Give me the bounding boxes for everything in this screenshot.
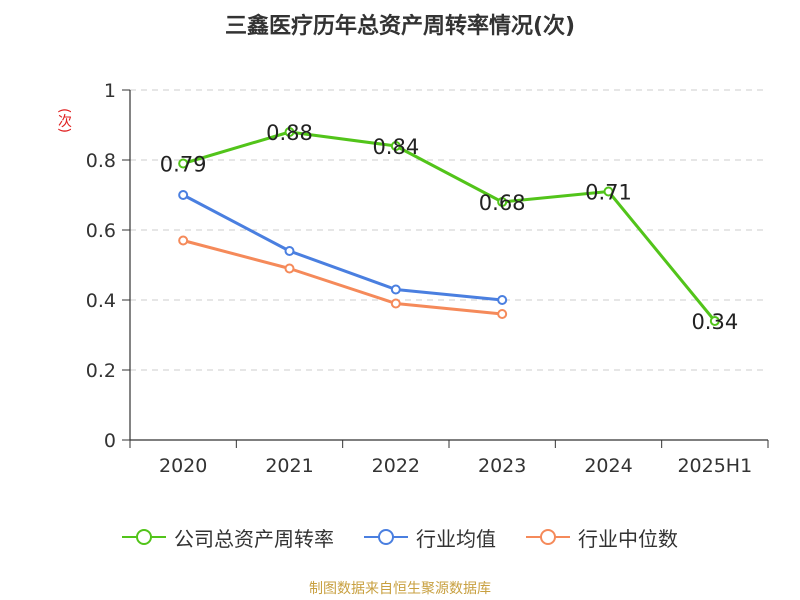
legend-marker-industry-mean-icon [364,529,408,545]
data-point-series-2 [284,263,295,274]
x-tick-label: 2021 [265,455,313,477]
data-label: 0.71 [585,181,632,205]
data-label: 0.84 [372,135,419,159]
data-label: 0.68 [479,191,526,215]
x-tick-label: 2020 [159,455,207,477]
legend-item-industry-median[interactable]: 行业中位数 [526,523,678,552]
x-tick-label: 2022 [372,455,420,477]
data-label: 0.79 [160,153,207,177]
series-line-2 [182,239,503,316]
x-tick-label: 2024 [584,455,632,477]
data-point-series-0 [178,158,189,169]
chart-title: 三鑫医疗历年总资产周转率情况(次) [224,14,576,39]
legend-marker-industry-median-icon [526,529,570,545]
y-tick-label: 1 [104,80,116,102]
series-line-0 [182,130,716,322]
data-point-series-2 [497,309,508,319]
x-tick-label: 2025H1 [677,455,752,477]
legend-item-company[interactable]: 公司总资产周转率 [122,523,334,552]
data-point-series-1 [497,295,508,305]
y-axis-unit-label: (次) [56,108,72,133]
data-source-note: 制图数据来自恒生聚源数据库 [309,581,491,597]
x-tick-label: 2023 [478,455,526,477]
y-tick-label: 0.4 [86,290,116,312]
data-point-series-0 [603,186,614,197]
y-tick-label: 0 [104,430,116,452]
series-line-1 [182,193,503,302]
legend-label-industry-mean: 行业均值 [416,526,496,551]
data-label: 0.34 [691,310,738,334]
data-point-series-1 [284,246,295,256]
y-tick-label: 0.2 [86,360,116,382]
data-label: 0.88 [266,121,313,145]
legend-label-industry-median: 行业中位数 [578,526,678,551]
y-tick-label: 0.8 [86,150,116,172]
legend-label-company: 公司总资产周转率 [174,526,334,551]
data-point-series-2 [178,235,189,246]
data-point-series-1 [390,284,401,295]
data-point-series-0 [390,141,401,151]
data-point-series-1 [178,190,189,200]
data-point-series-2 [390,298,401,309]
legend-marker-company-icon [122,529,166,545]
chart-legend: 公司总资产周转率 行业均值 行业中位数 [0,522,800,552]
y-tick-label: 0.6 [86,220,116,242]
data-point-series-0 [709,316,720,326]
data-point-series-0 [497,197,508,207]
data-point-series-0 [284,127,295,137]
legend-item-industry-mean[interactable]: 行业均值 [364,523,496,552]
